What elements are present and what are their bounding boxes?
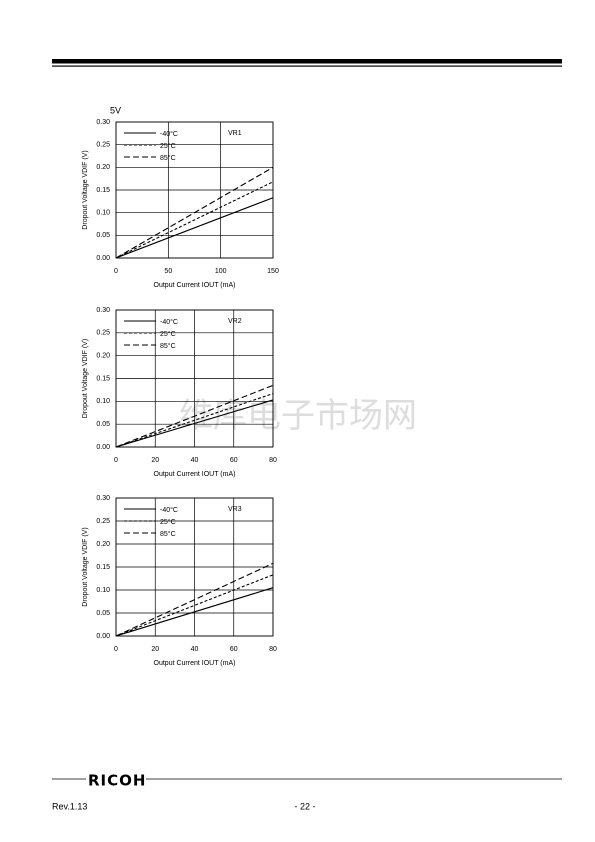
x-axis-label: Output Current IOUT (mA) <box>154 660 236 667</box>
plot-frame <box>115 497 274 637</box>
legend-label: 25°C <box>160 518 176 526</box>
x-axis-label: Output Current IOUT (mA) <box>154 282 236 289</box>
x-tick-label: 0 <box>114 268 118 275</box>
legend-label: -40°C <box>160 506 178 514</box>
plot-frame <box>115 309 274 448</box>
legend-label: 25°C <box>160 330 176 338</box>
x-tick-label: 20 <box>151 646 159 653</box>
y-tick-label: 0.00 <box>96 255 110 262</box>
y-tick-label: 0.10 <box>96 587 110 594</box>
y-tick-label: 0.05 <box>96 232 110 239</box>
x-axis-label: Output Current IOUT (mA) <box>154 471 236 478</box>
watermark: 维库电子市场网 <box>179 396 417 436</box>
page-number: - 22 - <box>294 801 315 811</box>
x-tick-label: 150 <box>267 268 279 275</box>
y-tick-label: 0.15 <box>96 375 110 382</box>
x-tick-label: 100 <box>215 268 227 275</box>
header-rule <box>52 59 562 64</box>
series-line <box>115 181 274 259</box>
chart-title: 5V <box>110 105 121 115</box>
y-tick-label: 0.20 <box>96 164 110 171</box>
series-line <box>115 562 274 637</box>
annotation: VR1 <box>228 130 242 137</box>
y-tick-label: 0.05 <box>96 421 110 428</box>
legend-label: 25°C <box>160 142 176 150</box>
y-tick-label: 0.20 <box>96 353 110 360</box>
y-tick-label: 0.10 <box>96 210 110 217</box>
y-tick-label: 0.30 <box>96 307 110 314</box>
x-tick-label: 50 <box>164 268 172 275</box>
y-tick-label: 0.25 <box>96 518 110 525</box>
y-tick-label: 0.20 <box>96 541 110 548</box>
y-tick-label: 0.15 <box>96 187 110 194</box>
y-axis-label: Dropout Voltage VDIF (V) <box>82 339 89 418</box>
y-tick-label: 0.25 <box>96 142 110 149</box>
y-tick-label: 0.30 <box>96 119 110 126</box>
y-tick-label: 0.25 <box>96 330 110 337</box>
y-axis-label: Dropout Voltage VDIF (V) <box>82 150 89 229</box>
annotation: VR2 <box>228 318 242 325</box>
series-line <box>115 574 274 637</box>
legend-label: -40°C <box>160 130 178 138</box>
series-line <box>115 197 274 259</box>
legend-label: 85°C <box>160 154 176 162</box>
header-rule-thin <box>52 65 562 67</box>
y-axis-label: Dropout Voltage VDIF (V) <box>82 527 89 606</box>
x-tick-label: 80 <box>269 457 277 464</box>
y-tick-label: 0.00 <box>96 633 110 640</box>
annotation: VR3 <box>228 506 242 513</box>
revision: Rev.1.13 <box>52 801 87 811</box>
legend-label: -40°C <box>160 318 178 326</box>
series-line <box>115 393 274 448</box>
y-tick-label: 0.15 <box>96 564 110 571</box>
series-line <box>115 166 274 259</box>
series-line <box>115 399 274 448</box>
legend-label: 85°C <box>160 342 176 350</box>
x-tick-label: 0 <box>114 646 118 653</box>
y-tick-label: 0.10 <box>96 398 110 405</box>
y-tick-label: 0.00 <box>96 444 110 451</box>
plot-frame <box>115 121 274 259</box>
y-tick-label: 0.30 <box>96 495 110 502</box>
x-tick-label: 40 <box>191 457 199 464</box>
x-tick-label: 80 <box>269 646 277 653</box>
x-tick-label: 40 <box>191 646 199 653</box>
x-tick-label: 60 <box>230 457 238 464</box>
series-line <box>115 587 274 637</box>
x-tick-label: 20 <box>151 457 159 464</box>
x-tick-label: 60 <box>230 646 238 653</box>
legend-label: 85°C <box>160 530 176 538</box>
x-tick-label: 0 <box>114 457 118 464</box>
y-tick-label: 0.05 <box>96 610 110 617</box>
brand-logo: RICOH <box>88 772 146 790</box>
series-line <box>115 384 274 448</box>
